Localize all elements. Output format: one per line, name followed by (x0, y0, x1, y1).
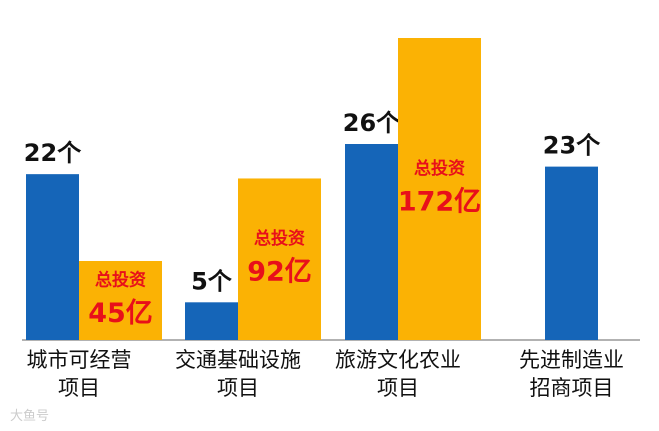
value-prefix: 总投资 (414, 158, 465, 179)
bar (79, 260, 162, 340)
watermark: 大鱼号 (10, 409, 50, 424)
value-label: 5个 (191, 267, 233, 295)
value-label: 22个 (24, 139, 82, 167)
bar (26, 174, 79, 340)
value-label: 26个 (343, 109, 401, 137)
category-label: 先进制造业 招商项目 (519, 348, 624, 400)
bar (345, 144, 398, 340)
value-label: 92亿 (247, 257, 312, 288)
category-label: 城市可经营 项目 (26, 348, 132, 400)
bar (398, 38, 481, 340)
value-label: 45亿 (88, 298, 153, 329)
value-label: 23个 (543, 132, 601, 160)
bar (185, 302, 238, 340)
value-prefix: 总投资 (254, 228, 305, 249)
category-label: 交通基础设施 项目 (175, 348, 301, 400)
category-label: 旅游文化农业 项目 (335, 348, 461, 400)
value-label: 172亿 (398, 187, 481, 218)
bar (545, 166, 598, 340)
value-prefix: 总投资 (95, 269, 146, 290)
bar (238, 178, 321, 340)
